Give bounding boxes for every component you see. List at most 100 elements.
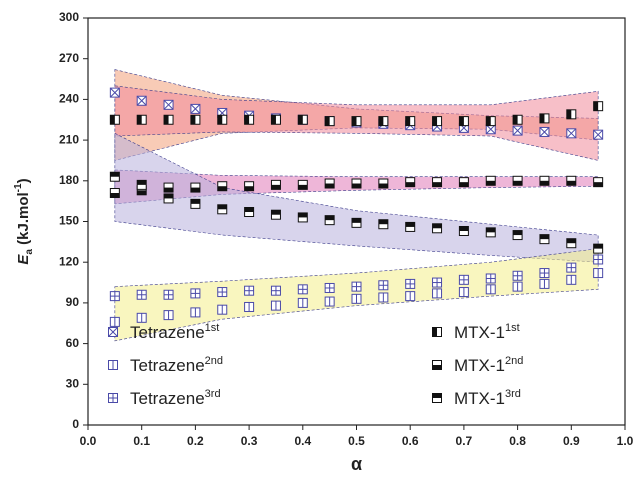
data-point [163,99,174,110]
data-point [378,178,389,189]
data-point [593,101,604,112]
data-point [351,281,362,292]
data-point [190,103,201,114]
marker-fill [405,222,415,227]
data-point [485,284,496,295]
data-point [566,109,577,120]
marker-fill [110,172,120,177]
data-point [405,278,416,289]
marker-fill [459,116,464,126]
data-point [136,312,147,323]
marker-fill [432,182,442,187]
marker-fill [539,180,549,186]
data-point [512,125,523,136]
x-tick-label: 1.0 [617,434,633,448]
data-point [324,215,335,226]
data-point [244,285,255,296]
data-point [324,282,335,293]
marker-fill [325,183,335,189]
marker-fill [217,204,227,210]
data-point [539,113,550,124]
data-point [405,116,416,127]
marker-fill [593,182,603,187]
marker-fill [432,393,442,398]
data-point [566,238,577,249]
marker-fill [486,180,496,186]
data-point [324,116,335,127]
y-axis-label-part: (kJ.mol [15,192,32,249]
data-point [485,273,496,284]
marker-fill [566,109,572,119]
legend-marker [108,393,118,403]
data-point [109,316,120,327]
legend-label: Tetrazene3rd [130,388,221,409]
marker-fill [325,116,330,126]
data-point [270,300,281,311]
x-tick-label: 0.1 [133,434,150,448]
data-point [270,209,281,220]
data-point [190,114,201,125]
data-point [539,268,550,279]
data-point [163,114,174,125]
data-point [297,114,308,125]
data-point [163,289,174,300]
marker-fill [459,226,469,231]
data-point [136,114,147,125]
data-point [593,243,604,254]
data-point [458,274,469,285]
marker-fill [190,115,196,125]
y-axis-label: Ea (kJ.mol-1) [13,178,35,264]
data-point [539,175,550,186]
data-point [512,175,523,186]
marker-fill [378,116,384,126]
confidence-band [114,132,599,263]
y-tick-label: 30 [66,376,80,390]
data-point [163,310,174,321]
marker-fill [513,180,523,186]
x-tick-label: 0.9 [563,434,580,448]
legend-marker [432,360,442,370]
legend-sup: 2nd [505,355,523,367]
marker-fill [137,115,142,125]
data-point [432,288,443,299]
marker-fill [513,230,523,236]
data-point [458,287,469,298]
marker-fill [217,186,227,191]
data-point [163,182,174,193]
legend-label: Tetrazene1st [130,322,219,343]
y-tick-label: 150 [59,214,79,228]
data-point [297,212,308,223]
x-tick-label: 0.8 [509,434,526,448]
legend-marker [432,393,442,403]
data-point [109,87,120,98]
data-point [190,182,201,193]
marker-fill [271,210,281,215]
data-point [217,204,228,215]
marker-fill [164,193,174,199]
marker-fill [164,115,169,125]
marker-fill [432,327,437,337]
x-tick-label: 0.2 [187,434,204,448]
data-point [593,177,604,188]
marker-line [109,87,120,98]
y-tick-label: 180 [59,173,79,187]
legend-marker [432,327,442,337]
data-point [190,307,201,318]
marker-fill [164,187,174,193]
data-point [432,116,443,127]
data-point [270,114,281,125]
y-axis-label-part: -1 [13,183,24,192]
marker-fill [378,219,388,225]
data-point [512,281,523,292]
y-tick-label: 210 [59,132,79,146]
y-tick-label: 120 [59,254,79,268]
marker-fill [325,215,335,221]
data-point [432,223,443,234]
x-tick-label: 0.6 [402,434,419,448]
legend-marker [108,360,118,370]
data-point [109,171,120,182]
data-point [163,193,174,204]
marker-fill [513,115,518,125]
data-point [297,284,308,295]
x-tick-label: 0.4 [294,434,311,448]
